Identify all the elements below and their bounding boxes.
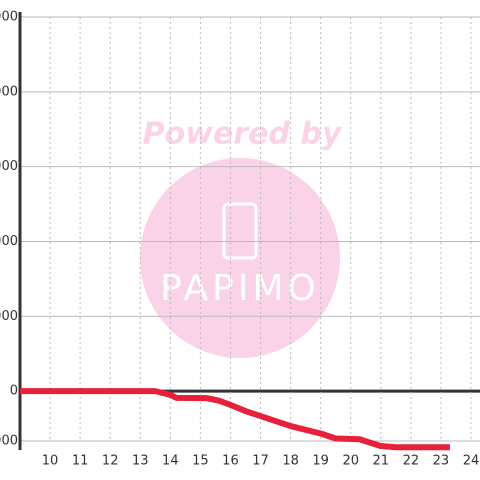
y-tick-label: 120,000 xyxy=(0,84,18,99)
y-tick-label: 60,000 xyxy=(0,234,18,249)
x-tick-label: 14 xyxy=(162,454,179,469)
y-tick-label: -20,000 xyxy=(0,434,18,449)
x-tick-label: 15 xyxy=(192,454,209,469)
x-tick-label: 13 xyxy=(132,454,149,469)
y-tick-label: 30,000 xyxy=(0,309,18,324)
x-tick-label: 10 xyxy=(42,454,59,469)
watermark-caption: Powered by xyxy=(143,117,343,152)
x-tick-label: 16 xyxy=(222,454,239,469)
watermark-logo: PAPIMO xyxy=(160,268,320,309)
x-tick-label: 22 xyxy=(403,454,420,469)
x-tick-label: 24 xyxy=(463,454,480,469)
x-tick-label: 11 xyxy=(72,454,89,469)
x-tick-label: 12 xyxy=(102,454,119,469)
x-tick-label: 21 xyxy=(373,454,390,469)
x-tick-label: 23 xyxy=(433,454,450,469)
watermark-icon xyxy=(222,202,258,260)
y-tick-label: 90,000 xyxy=(0,159,18,174)
x-tick-label: 20 xyxy=(342,454,359,469)
data-line xyxy=(20,388,450,451)
x-tick-label: 19 xyxy=(312,454,329,469)
x-tick-label: 18 xyxy=(282,454,299,469)
x-tick-label: 17 xyxy=(252,454,269,469)
y-tick-label: 0 xyxy=(10,384,18,399)
y-tick-label: 150,000 xyxy=(0,10,18,25)
